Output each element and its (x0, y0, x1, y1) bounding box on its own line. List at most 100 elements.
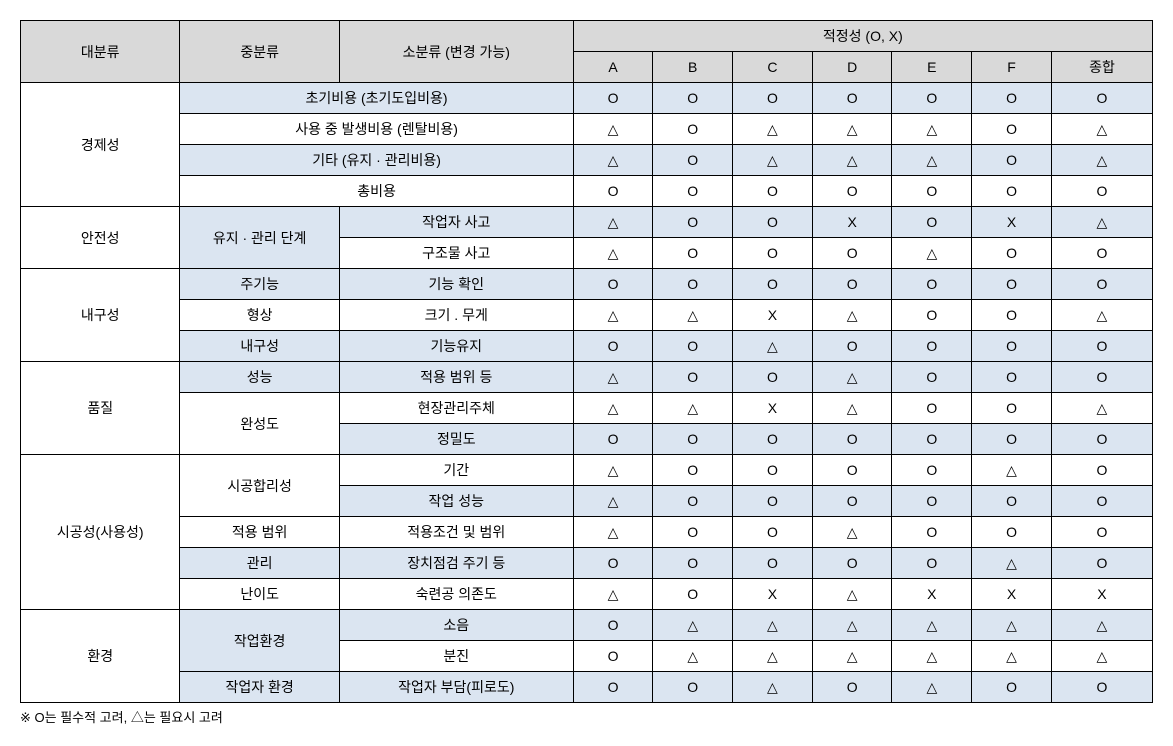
value-cell: △ (1051, 641, 1152, 672)
header-sub-B: B (653, 52, 733, 83)
value-cell: O (573, 331, 653, 362)
value-cell: O (892, 455, 972, 486)
mid-category-cell: 적용 범위 (180, 517, 339, 548)
value-cell: △ (573, 300, 653, 331)
value-cell: X (972, 207, 1052, 238)
value-cell: O (812, 176, 892, 207)
value-cell: △ (733, 331, 813, 362)
value-cell: △ (573, 114, 653, 145)
value-cell: O (733, 424, 813, 455)
value-cell: O (573, 424, 653, 455)
major-category-cell: 안전성 (21, 207, 180, 269)
value-cell: O (892, 362, 972, 393)
header-col3: 소분류 (변경 가능) (339, 21, 573, 83)
mid-category-cell: 형상 (180, 300, 339, 331)
table-row: 적용 범위적용조건 및 범위△OO△OOO (21, 517, 1153, 548)
value-cell: O (1051, 331, 1152, 362)
mid-sub-merged-cell: 초기비용 (초기도입비용) (180, 83, 573, 114)
value-cell: O (573, 672, 653, 703)
value-cell: O (733, 517, 813, 548)
table-row: 관리장치점검 주기 등OOOOO△O (21, 548, 1153, 579)
value-cell: O (1051, 548, 1152, 579)
value-cell: O (733, 238, 813, 269)
table-row: 형상크기 . 무게△△X△OO△ (21, 300, 1153, 331)
value-cell: O (812, 486, 892, 517)
mid-sub-merged-cell: 기타 (유지 · 관리비용) (180, 145, 573, 176)
value-cell: O (892, 207, 972, 238)
value-cell: △ (733, 610, 813, 641)
value-cell: O (812, 672, 892, 703)
value-cell: O (892, 83, 972, 114)
table-body: 경제성초기비용 (초기도입비용)OOOOOOO사용 중 발생비용 (렌탈비용)△… (21, 83, 1153, 703)
value-cell: X (733, 300, 813, 331)
value-cell: O (972, 331, 1052, 362)
value-cell: △ (573, 486, 653, 517)
value-cell: △ (812, 579, 892, 610)
value-cell: △ (573, 455, 653, 486)
value-cell: O (892, 486, 972, 517)
value-cell: △ (1051, 610, 1152, 641)
sub-category-cell: 적용조건 및 범위 (339, 517, 573, 548)
value-cell: O (653, 548, 733, 579)
value-cell: △ (892, 114, 972, 145)
value-cell: O (972, 517, 1052, 548)
value-cell: O (573, 269, 653, 300)
value-cell: O (972, 176, 1052, 207)
sub-category-cell: 작업자 부담(피로도) (339, 672, 573, 703)
value-cell: △ (812, 517, 892, 548)
mid-category-cell: 난이도 (180, 579, 339, 610)
value-cell: △ (573, 207, 653, 238)
table-row: 품질성능적용 범위 등△OO△OOO (21, 362, 1153, 393)
value-cell: O (1051, 424, 1152, 455)
table-row: 기타 (유지 · 관리비용)△O△△△O△ (21, 145, 1153, 176)
mid-category-cell: 시공합리성 (180, 455, 339, 517)
value-cell: O (573, 176, 653, 207)
value-cell: O (733, 83, 813, 114)
value-cell: O (653, 517, 733, 548)
footnote: ※ O는 필수적 고려, △는 필요시 고려 (20, 707, 1153, 726)
mid-sub-merged-cell: 사용 중 발생비용 (렌탈비용) (180, 114, 573, 145)
table-row: 내구성주기능기능 확인OOOOOOO (21, 269, 1153, 300)
value-cell: O (972, 672, 1052, 703)
value-cell: O (892, 393, 972, 424)
major-category-cell: 시공성(사용성) (21, 455, 180, 610)
value-cell: O (573, 610, 653, 641)
sub-category-cell: 분진 (339, 641, 573, 672)
value-cell: O (653, 362, 733, 393)
value-cell: △ (573, 238, 653, 269)
value-cell: △ (733, 145, 813, 176)
value-cell: O (573, 548, 653, 579)
sub-category-cell: 소음 (339, 610, 573, 641)
mid-category-cell: 성능 (180, 362, 339, 393)
value-cell: O (972, 486, 1052, 517)
value-cell: △ (573, 145, 653, 176)
mid-category-cell: 유지 · 관리 단계 (180, 207, 339, 269)
value-cell: O (972, 424, 1052, 455)
value-cell: O (972, 145, 1052, 176)
value-cell: O (812, 238, 892, 269)
value-cell: O (812, 269, 892, 300)
header-sub-E: E (892, 52, 972, 83)
value-cell: △ (733, 672, 813, 703)
sub-category-cell: 정밀도 (339, 424, 573, 455)
value-cell: O (653, 207, 733, 238)
value-cell: O (653, 424, 733, 455)
table-row: 내구성기능유지OO△OOOO (21, 331, 1153, 362)
value-cell: O (812, 548, 892, 579)
sub-category-cell: 현장관리주체 (339, 393, 573, 424)
value-cell: O (972, 83, 1052, 114)
value-cell: O (733, 207, 813, 238)
value-cell: △ (573, 579, 653, 610)
sub-category-cell: 기능 확인 (339, 269, 573, 300)
value-cell: O (972, 269, 1052, 300)
value-cell: O (1051, 455, 1152, 486)
table-row: 안전성유지 · 관리 단계작업자 사고△OOXOX△ (21, 207, 1153, 238)
value-cell: X (1051, 579, 1152, 610)
value-cell: △ (892, 238, 972, 269)
value-cell: O (1051, 269, 1152, 300)
table-row: 완성도현장관리주체△△X△OO△ (21, 393, 1153, 424)
value-cell: O (653, 83, 733, 114)
value-cell: △ (653, 610, 733, 641)
value-cell: △ (972, 641, 1052, 672)
value-cell: O (653, 238, 733, 269)
